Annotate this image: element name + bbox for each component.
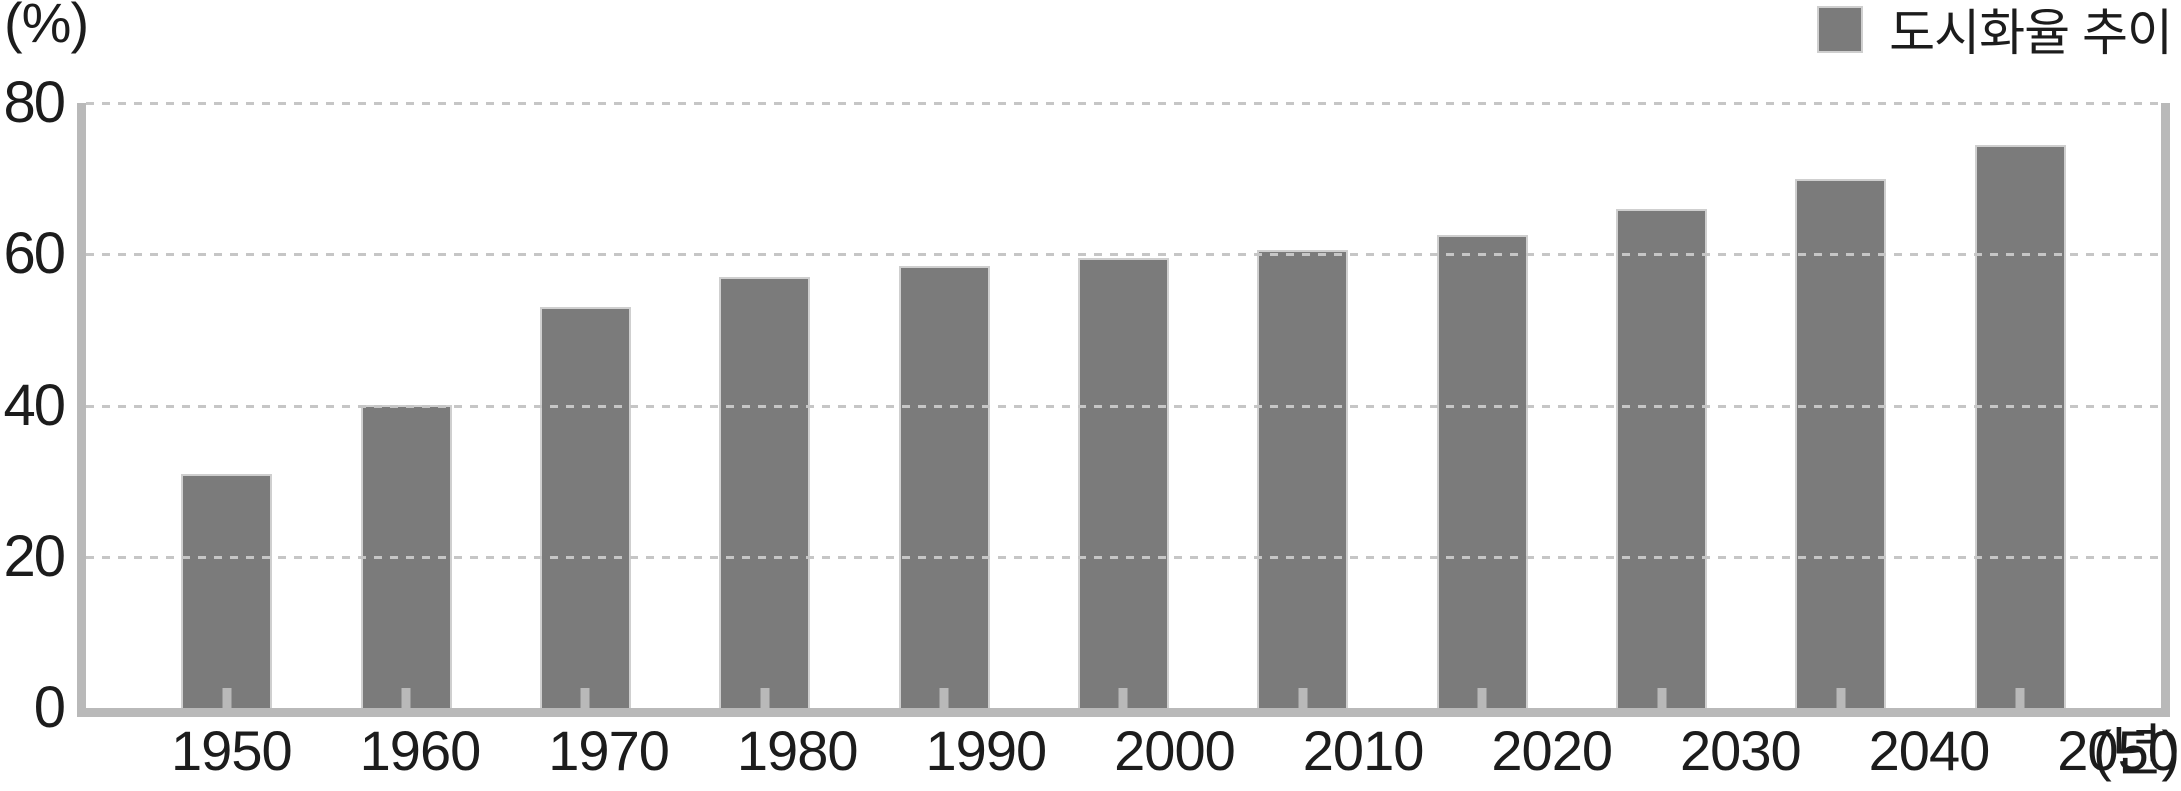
x-axis-unit-label: (년) [2093, 719, 2180, 782]
x-axis-tick-1950 [222, 688, 232, 708]
gridline-20 [86, 556, 2161, 559]
x-axis-label-2040: 2040 [1868, 719, 1991, 782]
bar-2000 [1077, 258, 1169, 708]
x-axis-tick-1970 [580, 688, 590, 708]
plot-area [77, 102, 2170, 717]
bar-2050 [1974, 145, 2066, 708]
y-axis-label-20: 20 [3, 524, 66, 589]
gridline-40 [86, 405, 2161, 408]
bar-1950 [181, 474, 273, 708]
y-axis-label-40: 40 [3, 373, 66, 438]
x-axis-tick-1990 [939, 688, 949, 708]
legend: 도시화율 추이 [1817, 0, 2173, 61]
x-axis-label-2000: 2000 [1114, 719, 1236, 782]
x-axis-label-1960: 1960 [359, 719, 482, 782]
bar-1990 [898, 266, 990, 708]
x-axis-label-1980: 1980 [736, 719, 859, 782]
x-axis-tick-1980 [760, 688, 770, 708]
x-axis-label-1970: 1970 [548, 719, 670, 782]
bar-2030 [1616, 209, 1708, 708]
y-axis-unit-label: (%) [4, 0, 89, 54]
x-axis-tick-2030 [1657, 688, 1667, 708]
bar-1970 [539, 307, 631, 708]
y-axis-label-0: 0 [33, 675, 66, 740]
x-axis-tick-2050 [2015, 688, 2025, 708]
bar-1980 [719, 277, 811, 708]
x-axis-tick-2040 [1836, 688, 1846, 708]
x-axis-tick-2020 [1477, 688, 1487, 708]
x-axis-label-2030: 2030 [1680, 719, 1802, 782]
bar-series [86, 103, 2161, 708]
y-axis-labels: 80 60 40 20 0 [0, 0, 66, 791]
x-axis-label-2020: 2020 [1491, 719, 1613, 782]
x-axis-label-1950: 1950 [171, 719, 293, 782]
x-axis-label-2050: 2050 [2057, 719, 2179, 782]
gridline-60 [86, 253, 2161, 256]
legend-label: 도시화율 추이 [1889, 5, 2173, 61]
x-axis-tick-2000 [1118, 688, 1128, 708]
x-axis-labels: 1950 1960 1970 1980 1990 2000 2010 2020 2030 2040… [86, 723, 2181, 779]
x-axis-tick-1960 [401, 688, 411, 708]
x-axis-label-2010: 2010 [1302, 719, 1425, 782]
legend-swatch-icon [1817, 5, 1864, 53]
x-axis-tick-2010 [1298, 688, 1308, 708]
bar-2010 [1257, 250, 1349, 708]
y-axis-label-60: 60 [3, 221, 66, 286]
bar-2020 [1436, 235, 1528, 708]
bar-2040 [1795, 179, 1887, 708]
y-axis-label-80: 80 [3, 70, 66, 135]
gridline-80 [86, 102, 2161, 105]
x-axis-label-1990: 1990 [925, 719, 1048, 782]
